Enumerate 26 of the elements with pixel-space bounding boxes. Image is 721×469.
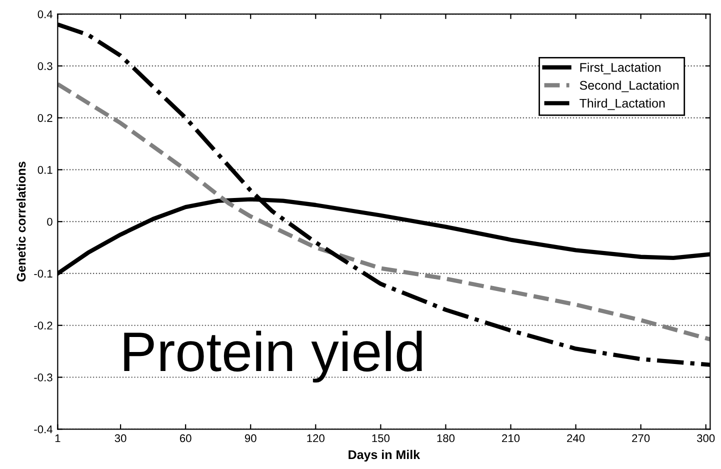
- x-tick-label: 120: [307, 434, 324, 442]
- x-tick-label: 1: [55, 434, 60, 442]
- x-tick-label: 150: [372, 434, 390, 442]
- legend-label: Third_Lactation: [580, 98, 665, 110]
- y-axis-title: Genetic correlations: [16, 162, 26, 282]
- y-tick-label: 0.4: [38, 10, 52, 18]
- x-tick-label: 60: [180, 434, 192, 442]
- x-tick-label: 30: [114, 434, 126, 442]
- x-tick-label: 210: [502, 434, 520, 442]
- y-tick-label: 0.1: [38, 166, 52, 174]
- y-tick-label: -0.3: [34, 374, 52, 382]
- y-tick-label: -0.2: [34, 322, 52, 330]
- y-tick-label: 0.2: [38, 114, 52, 122]
- legend-label: First_Lactation: [580, 62, 660, 74]
- x-tick-label: 90: [244, 434, 256, 442]
- x-tick-label: 180: [437, 434, 455, 442]
- y-tick-label: -0.1: [34, 270, 52, 278]
- y-tick-label: 0.3: [38, 62, 52, 70]
- y-tick-label: -0.4: [34, 425, 52, 434]
- x-axis-title: Days in Milk: [348, 450, 420, 462]
- y-tick-label: 0: [47, 218, 52, 226]
- x-tick-label: 270: [632, 434, 650, 442]
- x-tick-label: 240: [567, 434, 585, 442]
- annotation: Protein yield: [124, 330, 422, 383]
- x-tick-label: 300: [697, 434, 715, 442]
- legend-label: Second_Lactation: [580, 80, 679, 92]
